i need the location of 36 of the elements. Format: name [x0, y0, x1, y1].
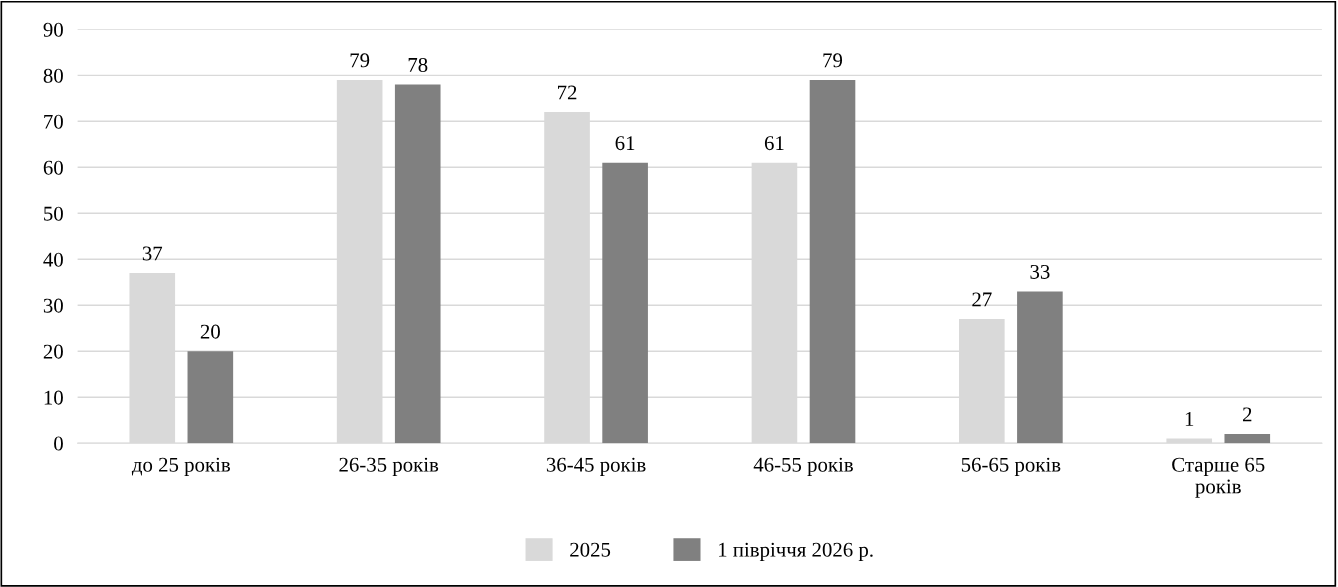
bar [394, 84, 441, 444]
y-tick-label: 60 [43, 160, 63, 175]
x-tick-label: 26-35 років [339, 457, 439, 476]
x-tick-label: 46-55 років [753, 457, 853, 476]
bar [1017, 291, 1063, 444]
y-tick-label: 40 [43, 252, 63, 267]
data-label: 33 [1030, 264, 1050, 279]
data-label: 72 [558, 85, 577, 100]
x-tick-label: 36-45 років [546, 457, 646, 476]
data-label: 27 [972, 292, 992, 307]
data-label: 37 [142, 246, 163, 261]
data-label: 20 [200, 324, 220, 339]
y-tick-label: 20 [43, 344, 63, 359]
data-label: 1 [1185, 412, 1194, 426]
y-tick-label: 30 [43, 298, 63, 313]
y-tick-label: 0 [54, 436, 63, 451]
bar [602, 162, 648, 444]
legend-label: 2025 [570, 542, 611, 557]
data-label: 61 [615, 136, 635, 151]
data-label: 79 [823, 53, 843, 68]
x-tick-label: 56-65 років [961, 457, 1061, 476]
y-tick-label: 80 [43, 68, 63, 83]
y-tick-label: 10 [44, 390, 63, 405]
bar [809, 79, 856, 444]
data-label: 78 [408, 57, 428, 72]
y-tick-label: 70 [44, 114, 63, 129]
bar [187, 351, 234, 444]
y-tick-label: 50 [44, 206, 63, 221]
data-label: 2 [1242, 407, 1252, 422]
x-tick-label: до 25 років [131, 457, 231, 476]
legend-label: 1 півріччя 2026 р. [719, 542, 873, 561]
data-label: 79 [350, 53, 370, 68]
y-tick-label: 90 [43, 22, 63, 37]
x-tick-label: Старше 65 років [1172, 457, 1265, 498]
data-label: 61 [764, 136, 784, 151]
bar [1224, 433, 1271, 444]
